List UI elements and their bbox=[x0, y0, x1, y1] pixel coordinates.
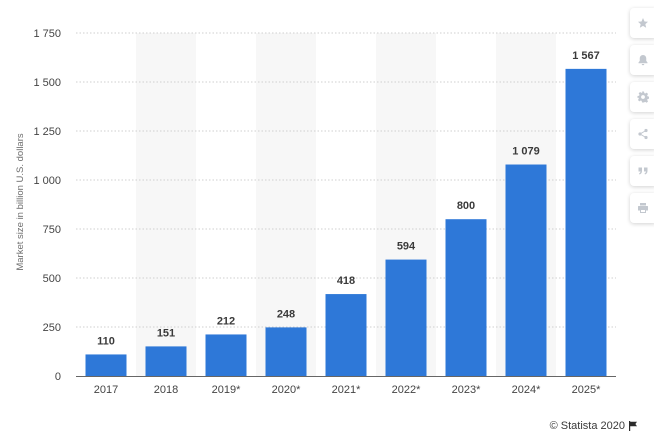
bar-value-label: 594 bbox=[397, 241, 416, 253]
favorite-button[interactable] bbox=[630, 8, 654, 38]
y-tick-label: 1 000 bbox=[33, 175, 61, 187]
x-tick-label: 2017 bbox=[94, 384, 118, 396]
print-button[interactable] bbox=[630, 193, 654, 223]
statista-credit[interactable]: © Statista 2020 bbox=[550, 420, 638, 432]
bar[interactable] bbox=[205, 334, 247, 376]
credit-text: © Statista 2020 bbox=[549, 420, 625, 432]
bar-value-label: 1 567 bbox=[572, 50, 600, 62]
y-tick-label: 750 bbox=[43, 224, 61, 236]
notification-button[interactable] bbox=[630, 45, 654, 75]
bars bbox=[85, 68, 607, 377]
y-tick-label: 1 750 bbox=[33, 28, 61, 40]
y-tick-label: 1 250 bbox=[33, 126, 61, 138]
bar[interactable] bbox=[385, 259, 427, 376]
flag-icon bbox=[628, 421, 638, 431]
bar-value-label: 418 bbox=[337, 275, 355, 287]
bar-value-label: 110 bbox=[97, 335, 115, 347]
x-tick-label: 2018 bbox=[154, 384, 178, 396]
y-tick-label: 0 bbox=[55, 371, 61, 383]
bar-value-label: 1 079 bbox=[512, 146, 540, 158]
x-axis-tick-labels: 2017 2018 2019* 2020* 2021* 2022* 2023* 2024* 20… bbox=[94, 384, 601, 396]
bar-value-label: 248 bbox=[277, 308, 295, 320]
bar-value-label: 151 bbox=[157, 327, 175, 339]
x-tick-label: 2019* bbox=[212, 384, 241, 396]
bar[interactable] bbox=[265, 327, 307, 376]
x-tick-label: 2020* bbox=[272, 384, 301, 396]
bar-value-labels: 110 151 212 248 418 594 800 1 079 1 567 bbox=[97, 50, 600, 348]
x-tick-label: 2022* bbox=[392, 384, 421, 396]
star-icon bbox=[638, 18, 648, 28]
print-icon bbox=[638, 203, 648, 213]
column-band bbox=[256, 33, 316, 376]
bar[interactable] bbox=[325, 294, 367, 376]
bell-icon bbox=[638, 55, 648, 66]
share-button[interactable] bbox=[630, 119, 654, 149]
bar-value-label: 800 bbox=[457, 200, 475, 212]
bar[interactable] bbox=[445, 219, 487, 376]
share-icon bbox=[638, 128, 648, 140]
x-tick-label: 2023* bbox=[452, 384, 481, 396]
y-axis-label: Market size in billion U.S. dollars bbox=[15, 133, 26, 271]
y-tick-label: 250 bbox=[43, 322, 61, 334]
bar[interactable] bbox=[85, 354, 127, 376]
bar[interactable] bbox=[565, 68, 607, 377]
y-axis-tick-labels: 0 250 500 750 1 000 1 250 1 500 1 750 bbox=[33, 28, 61, 383]
cite-button[interactable] bbox=[630, 156, 654, 186]
gear-icon bbox=[637, 91, 649, 103]
x-tick-label: 2021* bbox=[332, 384, 361, 396]
settings-button[interactable] bbox=[630, 82, 654, 112]
side-toolbar bbox=[630, 8, 654, 230]
bar[interactable] bbox=[505, 164, 547, 376]
y-tick-label: 500 bbox=[43, 273, 61, 285]
column-band bbox=[136, 33, 196, 376]
bar-value-label: 212 bbox=[217, 315, 235, 327]
x-tick-label: 2024* bbox=[512, 384, 541, 396]
quote-icon bbox=[638, 167, 648, 175]
bar[interactable] bbox=[145, 346, 187, 376]
x-tick-label: 2025* bbox=[572, 384, 601, 396]
y-tick-label: 1 500 bbox=[33, 77, 61, 89]
